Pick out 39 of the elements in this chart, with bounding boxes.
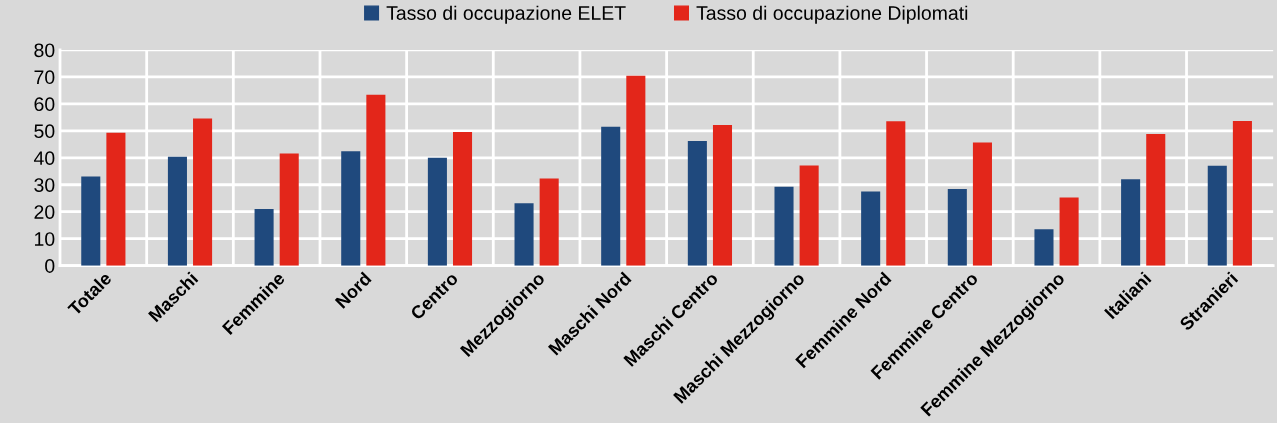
bar (106, 132, 126, 266)
legend-label: Tasso di occupazione Diplomati (696, 5, 968, 24)
bar (626, 75, 646, 266)
bar (193, 118, 213, 266)
bar (947, 189, 967, 266)
bar (539, 178, 559, 266)
bar (601, 126, 621, 266)
bar (452, 131, 473, 266)
y-tick-label: 60 (34, 97, 55, 112)
bar (1034, 229, 1054, 266)
bar (514, 203, 534, 266)
y-tick-label: 80 (34, 43, 55, 58)
bar (81, 176, 101, 266)
bar (774, 186, 794, 266)
bar (1146, 134, 1166, 266)
bar (279, 153, 299, 266)
y-tick-label: 40 (33, 151, 55, 166)
bar (712, 124, 733, 266)
bar (341, 151, 361, 266)
bar (886, 121, 906, 266)
y-tick-label: 50 (34, 124, 55, 139)
bar (167, 156, 187, 266)
bar (427, 157, 447, 266)
y-tick-label: 20 (34, 205, 55, 219)
bar (1232, 121, 1252, 266)
bar (1121, 179, 1141, 266)
y-tick-label: 0 (45, 259, 55, 273)
bar (1207, 165, 1227, 266)
y-tick-label: 10 (35, 232, 55, 246)
bar (366, 94, 386, 266)
bar (861, 191, 881, 266)
bar (972, 142, 992, 266)
legend-label: Tasso di occupazione ELET (386, 5, 626, 24)
bar (254, 209, 274, 266)
bar (1059, 197, 1079, 266)
bar (687, 141, 707, 266)
bar (799, 165, 819, 266)
y-tick-label: 30 (34, 178, 55, 192)
y-tick-label: 70 (34, 70, 55, 85)
